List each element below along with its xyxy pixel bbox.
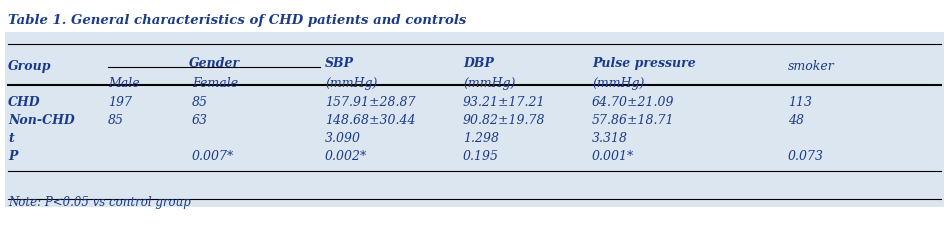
Text: 57.86±18.71: 57.86±18.71: [592, 114, 675, 126]
Text: Non-CHD: Non-CHD: [8, 114, 75, 126]
Text: 48: 48: [788, 114, 804, 126]
Text: Note: P<0.05 vs control group: Note: P<0.05 vs control group: [8, 196, 191, 209]
Text: 63: 63: [192, 114, 208, 126]
Text: 0.195: 0.195: [463, 150, 499, 163]
Text: Pulse pressure: Pulse pressure: [592, 57, 696, 70]
Text: Male: Male: [108, 77, 140, 90]
Text: (mmHg): (mmHg): [325, 77, 378, 90]
Text: smoker: smoker: [788, 60, 835, 73]
Text: 3.090: 3.090: [325, 131, 361, 144]
Text: DBP: DBP: [463, 57, 493, 70]
Text: 0.001*: 0.001*: [592, 150, 634, 163]
Text: Gender: Gender: [189, 57, 239, 70]
Text: Female: Female: [192, 77, 238, 90]
Text: Group: Group: [8, 60, 51, 73]
Text: 0.002*: 0.002*: [325, 150, 367, 163]
Text: 113: 113: [788, 95, 812, 109]
Text: SBP: SBP: [325, 57, 354, 70]
Text: CHD: CHD: [8, 95, 41, 109]
Text: 64.70±21.09: 64.70±21.09: [592, 95, 675, 109]
Text: 0.073: 0.073: [788, 150, 824, 163]
Text: (mmHg): (mmHg): [592, 77, 644, 90]
Text: 93.21±17.21: 93.21±17.21: [463, 95, 546, 109]
Text: 1.298: 1.298: [463, 131, 499, 144]
Text: Table 1. General characteristics of CHD patients and controls: Table 1. General characteristics of CHD …: [8, 14, 466, 27]
Text: 85: 85: [108, 114, 124, 126]
Text: 157.91±28.87: 157.91±28.87: [325, 95, 416, 109]
Bar: [5, 32, 944, 207]
Text: 3.318: 3.318: [592, 131, 628, 144]
Text: 148.68±30.44: 148.68±30.44: [325, 114, 416, 126]
Text: t: t: [8, 131, 13, 144]
Text: (mmHg): (mmHg): [463, 77, 515, 90]
Text: 0.007*: 0.007*: [192, 150, 234, 163]
Text: 85: 85: [192, 95, 208, 109]
Text: P: P: [8, 150, 17, 163]
Text: 197: 197: [108, 95, 132, 109]
Text: 90.82±19.78: 90.82±19.78: [463, 114, 546, 126]
